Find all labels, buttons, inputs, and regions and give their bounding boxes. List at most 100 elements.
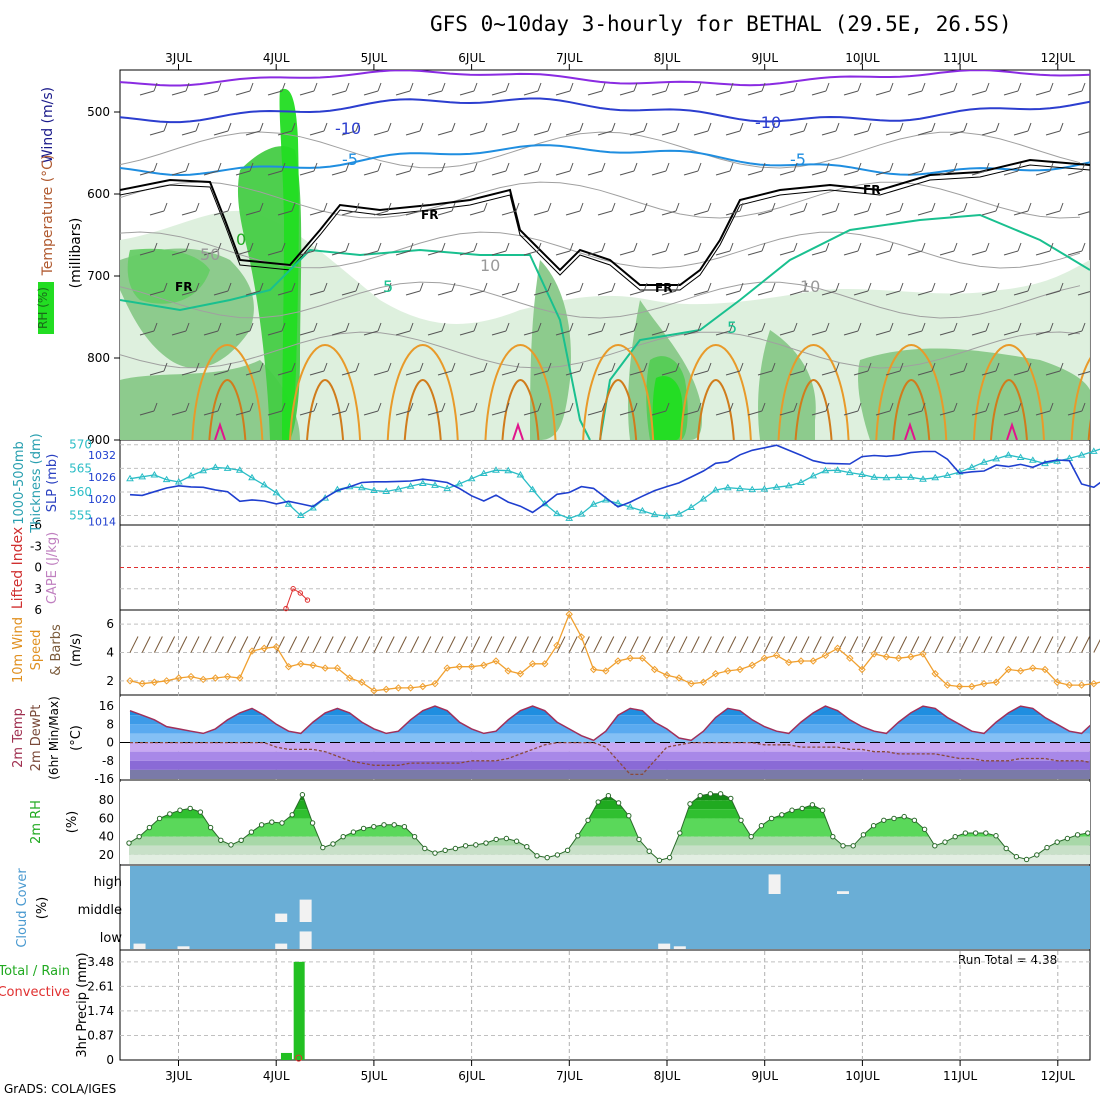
rh-point [799,805,805,812]
pressure-tick-label: 500 [87,105,110,119]
rh-point [1064,835,1071,842]
wind-speed-point [1053,678,1061,686]
wind-barb-upper [341,290,357,296]
wind-barb-upper [217,402,222,412]
wind-barb-upper [181,210,197,216]
wind-speed-point [467,662,476,671]
wind-barb-10m [946,636,956,653]
rh-point [666,854,673,861]
wind-barb-upper [921,242,926,252]
wind-barb-upper [949,290,965,296]
thickness-point [187,471,195,479]
temp-tick-label: 8 [106,717,114,731]
wind-barb-upper [505,242,510,252]
isotherm-plus10 [679,343,752,440]
thickness-point [772,483,781,490]
wind-barb-upper [555,170,571,176]
wind-barb-upper [867,202,872,212]
rh-point [595,799,601,805]
wind-barb-10m [166,636,176,653]
wind-barb-upper [579,362,584,372]
wind-barb-upper [633,82,638,92]
wind-barb-upper [537,402,542,412]
wind-barb-upper [601,162,606,172]
wind-barb-upper [1035,330,1051,336]
wind-barb-10m [495,636,505,653]
cape-label: CAPE (J/kg) [45,532,60,604]
wind10m-label-3: & Barbs [49,624,64,676]
wind-barb-upper [441,82,446,92]
rh-point [952,833,958,840]
wind-barb-upper [195,282,200,292]
wind-barb-upper [185,402,190,412]
temp-band [120,769,1090,779]
rh-point [320,844,326,851]
wind-barb-10m [1007,636,1017,653]
wind-barb-upper [985,242,990,252]
wind-barb-10m [312,636,322,653]
rh-point [309,820,316,826]
wind-barb-upper [739,122,744,132]
precip-convective-label: Convective [0,985,70,1000]
rh-point [269,819,275,825]
contour-label: FR [863,183,880,197]
wind-barb-upper [469,210,485,216]
wind-barb-upper [195,202,200,212]
wind-barb-upper [757,370,773,376]
wind-speed-point [907,653,915,661]
thickness-point [333,485,342,493]
rh-point [146,824,153,831]
wind-barb-10m [1032,636,1042,653]
wind-barb-upper [1017,162,1022,172]
rh-point [462,843,469,849]
thickness-point [748,485,757,493]
rh-band [120,809,1090,819]
wind-speed-point [748,661,756,669]
wind-barb-upper [235,330,251,336]
wind-barb-upper [651,170,667,176]
panel-frame-precip [119,949,1091,1061]
wind-speed-point [272,643,281,651]
wind-barb-upper [1067,410,1083,416]
precip-tick-label: 3.48 [87,955,114,969]
wind-barb-upper [1017,82,1022,92]
wind-barb-upper [331,330,347,336]
thickness-point [162,475,171,483]
wind-barb-10m [385,636,395,653]
wind-barb-upper [405,130,421,136]
wind-barb-upper [483,282,488,292]
wind-barb-upper [1035,90,1051,96]
wind-barb-upper [697,322,702,332]
wind-barb-upper [547,282,552,292]
freezing-line [120,158,1090,286]
wind-barb-upper [505,162,510,172]
wind-barb-upper [491,250,507,256]
wind-barb-upper [981,290,997,296]
wind-barb-upper [533,210,549,216]
rh-point [513,838,520,844]
thickness-point [1004,451,1013,458]
wind-tick-label: 2 [106,674,114,688]
wind-barb-upper [747,330,763,336]
wind-barb-10m [666,636,676,653]
wind-barb-upper [523,410,539,416]
wind-barb-10m [910,636,920,653]
wind-barb-upper [501,210,517,216]
wind-barb-upper [643,282,648,292]
wind-barb-upper [651,410,667,416]
wind-barb-upper [185,82,190,92]
wind-barb-upper [963,362,968,372]
wind-barb-upper [757,210,773,216]
wind-barb-upper [267,330,283,336]
wind-barb-upper [309,290,325,296]
thickness-point [675,510,683,517]
wind-barb-upper [377,162,382,172]
wind-barb-upper [153,162,158,172]
wind-speed-point [358,678,366,686]
wind-barb-upper [665,322,670,332]
wind-barb-upper [875,330,891,336]
isotherm-plus15 [794,378,833,440]
thickness-point [614,499,622,506]
wind-barb-upper [857,162,862,172]
wind-barb-upper [1067,330,1083,336]
